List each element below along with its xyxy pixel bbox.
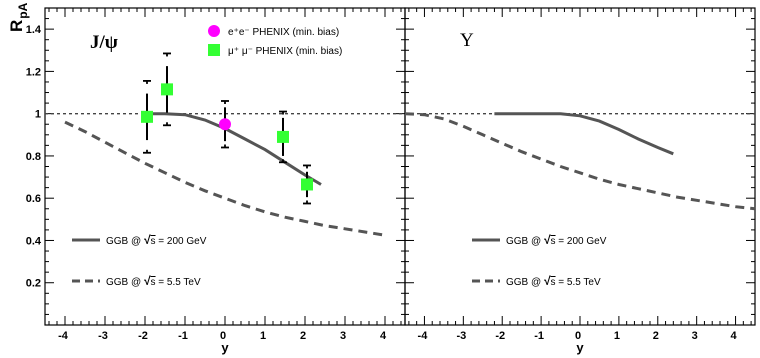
curve-200gev <box>494 112 674 156</box>
x-tick-label: -1 <box>178 330 188 342</box>
legend-mumu-label: μ⁺ μ⁻ PHENIX (min. bias) <box>228 46 342 57</box>
x-axis-label: y <box>576 340 584 355</box>
curve-5p5tev <box>64 120 386 237</box>
mumu-phenix-point <box>161 83 173 96</box>
y-tick-label: 0.8 <box>26 151 41 163</box>
mumu-phenix-point <box>301 178 313 191</box>
x-tick-label: 2 <box>653 330 659 342</box>
y-tick-label: 0.4 <box>26 235 42 247</box>
legend-ee-label: e⁺e⁻ PHENIX (min. bias) <box>228 27 339 38</box>
panel-2: -4 -3 -2 -1 0 1 2 3 4 y Υ GGB @ √s = 200 GeV GGB @ √… <box>404 7 756 355</box>
panel-title: Υ <box>460 30 474 51</box>
y-tick-label: 1.4 <box>26 24 42 36</box>
x-tick-label: -2 <box>138 330 148 342</box>
legend-5p5tev-label: GGB @ √s = 5.5 TeV <box>106 274 201 288</box>
x-tick-label: 3 <box>692 330 698 342</box>
x-tick-label: 3 <box>340 330 346 342</box>
legend-200gev-label: GGB @ √s = 200 GeV <box>506 233 607 247</box>
x-tick-label: -4 <box>58 330 69 342</box>
panel-1: -4 -3 -2 -1 0 1 2 3 4 y 0.2 0.4 0.6 0.8 1 1.2 1.4 J/ψ GGB … <box>26 7 406 355</box>
x-tick-label: -1 <box>534 330 544 342</box>
legend-200gev-label: GGB @ √s = 200 GeV <box>106 233 207 247</box>
x-tick-label: 0 <box>575 330 581 342</box>
x-tick-label: -4 <box>418 330 429 342</box>
x-tick-label: -2 <box>495 330 505 342</box>
x-tick-label: 0 <box>220 330 226 342</box>
y-axis-label: RpA <box>7 2 30 32</box>
y-tick-label: 1 <box>35 109 41 121</box>
panel-title: J/ψ <box>90 32 118 53</box>
ee-phenix-point <box>219 118 231 131</box>
y-tick-label: 0.6 <box>26 193 41 205</box>
legend-ee-marker <box>208 25 220 37</box>
mumu-phenix-point <box>277 130 289 143</box>
curve-200gev <box>149 112 322 186</box>
x-tick-label: 1 <box>260 330 266 342</box>
x-tick-label: 4 <box>380 330 387 342</box>
x-tick-label: -3 <box>98 330 108 342</box>
mumu-phenix-point <box>141 110 153 123</box>
legend-mumu-marker <box>208 44 220 56</box>
x-tick-label: -3 <box>456 330 466 342</box>
x-tick-label: 1 <box>614 330 620 342</box>
y-tick-label: 1.2 <box>26 66 41 78</box>
y-tick-label: 0.2 <box>26 278 41 290</box>
curve-5p5tev <box>404 112 756 211</box>
x-tick-label: 4 <box>730 330 737 342</box>
legend-5p5tev-label: GGB @ √s = 5.5 TeV <box>506 274 601 288</box>
x-axis-label: y <box>221 340 229 355</box>
x-tick-label: 2 <box>300 330 306 342</box>
plot-frame <box>44 7 406 326</box>
